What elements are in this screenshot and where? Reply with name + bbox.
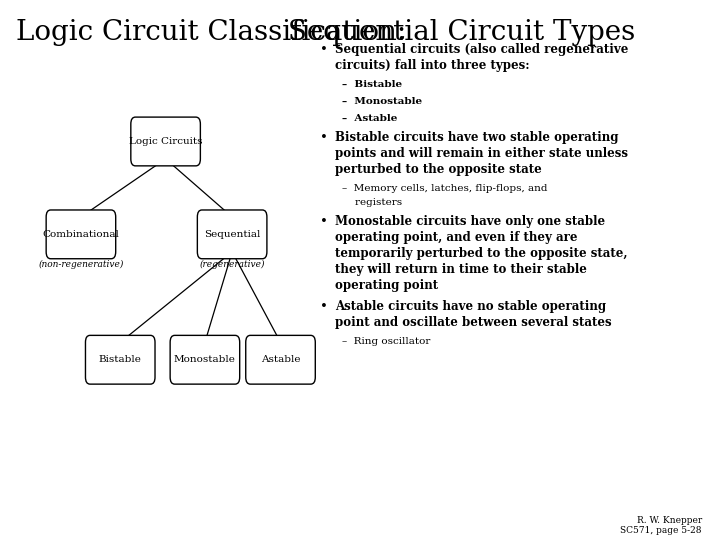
- Text: operating point: operating point: [335, 279, 438, 292]
- Text: Logic Circuit Classification:: Logic Circuit Classification:: [16, 19, 415, 46]
- Text: Monostable circuits have only one stable: Monostable circuits have only one stable: [335, 215, 605, 228]
- Text: –  Monostable: – Monostable: [342, 97, 422, 106]
- Text: circuits) fall into three types:: circuits) fall into three types:: [335, 59, 529, 72]
- Text: –  Astable: – Astable: [342, 114, 397, 123]
- Text: Sequential: Sequential: [204, 230, 261, 239]
- FancyBboxPatch shape: [197, 210, 267, 259]
- Text: they will return in time to their stable: they will return in time to their stable: [335, 262, 587, 275]
- Text: Astable circuits have no stable operating: Astable circuits have no stable operatin…: [335, 300, 606, 313]
- Text: R. W. Knepper: R. W. Knepper: [636, 516, 702, 525]
- Text: SC571, page 5-28: SC571, page 5-28: [621, 525, 702, 535]
- Text: registers: registers: [342, 198, 402, 207]
- FancyBboxPatch shape: [170, 335, 240, 384]
- Text: Sequential circuits (also called regenerative: Sequential circuits (also called regener…: [335, 43, 628, 56]
- Text: temporarily perturbed to the opposite state,: temporarily perturbed to the opposite st…: [335, 247, 627, 260]
- Text: •: •: [320, 131, 328, 144]
- Text: points and will remain in either state unless: points and will remain in either state u…: [335, 147, 628, 160]
- Text: (regenerative): (regenerative): [199, 260, 265, 269]
- Text: –  Ring oscillator: – Ring oscillator: [342, 337, 431, 346]
- FancyBboxPatch shape: [86, 335, 155, 384]
- Text: operating point, and even if they are: operating point, and even if they are: [335, 231, 577, 244]
- Text: Astable: Astable: [261, 355, 300, 364]
- FancyBboxPatch shape: [246, 335, 315, 384]
- Text: Sequential Circuit Types: Sequential Circuit Types: [279, 19, 635, 46]
- Text: •: •: [320, 43, 328, 56]
- Text: •: •: [320, 300, 328, 313]
- FancyBboxPatch shape: [46, 210, 116, 259]
- Text: –  Memory cells, latches, flip-flops, and: – Memory cells, latches, flip-flops, and: [342, 184, 547, 193]
- Text: –  Bistable: – Bistable: [342, 80, 402, 90]
- Text: Bistable circuits have two stable operating: Bistable circuits have two stable operat…: [335, 131, 618, 144]
- Text: point and oscillate between several states: point and oscillate between several stat…: [335, 316, 611, 329]
- Text: •: •: [320, 215, 328, 228]
- Text: Logic Circuits: Logic Circuits: [129, 137, 202, 146]
- Text: Bistable: Bistable: [99, 355, 142, 364]
- Text: Monostable: Monostable: [174, 355, 236, 364]
- Text: perturbed to the opposite state: perturbed to the opposite state: [335, 163, 541, 176]
- Text: (non-regenerative): (non-regenerative): [38, 260, 124, 269]
- Text: Combinational: Combinational: [42, 230, 120, 239]
- FancyBboxPatch shape: [131, 117, 200, 166]
